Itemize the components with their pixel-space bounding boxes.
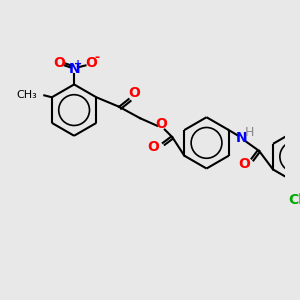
Text: H: H	[245, 126, 254, 140]
Text: +: +	[74, 59, 82, 70]
Text: O: O	[238, 157, 250, 171]
Text: O: O	[85, 56, 97, 70]
Text: Cl: Cl	[288, 194, 300, 207]
Text: O: O	[128, 86, 140, 100]
Text: O: O	[53, 56, 65, 70]
Text: N: N	[68, 62, 80, 76]
Text: N: N	[236, 130, 248, 145]
Text: CH₃: CH₃	[16, 90, 37, 100]
Text: -: -	[94, 51, 100, 64]
Text: O: O	[147, 140, 159, 154]
Text: O: O	[155, 117, 167, 131]
